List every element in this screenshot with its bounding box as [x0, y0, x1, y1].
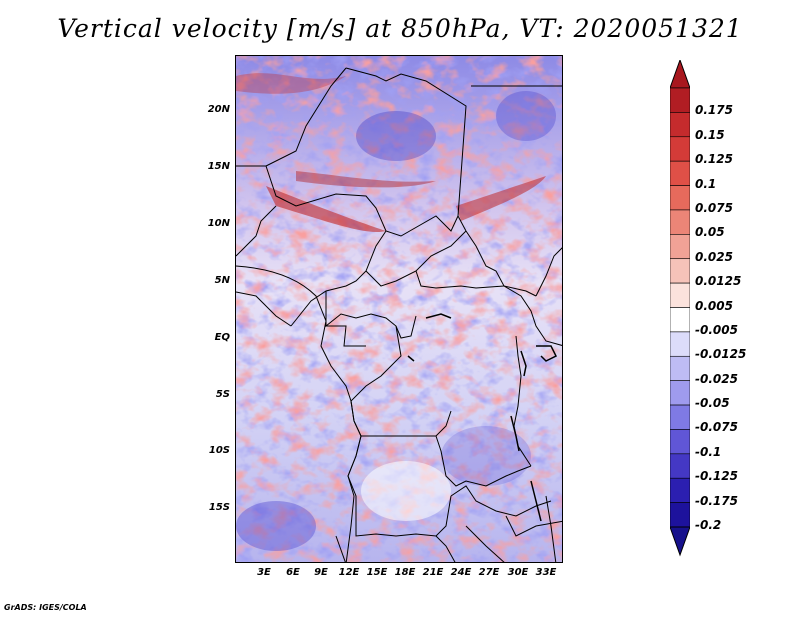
- lon-label: 3E: [257, 567, 271, 578]
- colorbar-box: [670, 87, 690, 113]
- lat-label: 15N: [207, 161, 230, 172]
- lon-label: 24E: [450, 567, 472, 578]
- ascent-band: [296, 171, 436, 188]
- descent-patch: [441, 426, 531, 486]
- colorbar-label: 0.005: [695, 298, 733, 313]
- lat-label: 15S: [208, 502, 230, 513]
- lat-label: 5N: [214, 275, 230, 286]
- colorbar-label: -0.2: [695, 518, 722, 532]
- lat-label: EQ: [214, 332, 230, 343]
- coastline: [236, 265, 362, 562]
- map-svg: [236, 56, 562, 562]
- ascent-band: [456, 176, 546, 221]
- country-borders: [236, 67, 562, 562]
- colorbar-box: [670, 234, 690, 260]
- colorbar-box: [670, 380, 690, 406]
- colorbar-box: [670, 282, 690, 308]
- colorbar-boxes: [670, 87, 690, 528]
- colorbar-label: -0.1: [695, 444, 722, 459]
- lon-label: 6E: [286, 567, 300, 578]
- colorbar-box: [670, 160, 690, 186]
- colorbar-box: [670, 136, 690, 162]
- colorbar-label: -0.005: [695, 322, 738, 337]
- colorbar-label: 0.1: [695, 176, 717, 191]
- lon-label: 30E: [507, 567, 529, 578]
- lon-label: 21E: [422, 567, 444, 578]
- lon-label: 12E: [338, 567, 360, 578]
- colorbar-label: 0.075: [695, 200, 733, 215]
- descent-patch: [496, 91, 556, 141]
- lon-label: 33E: [535, 567, 557, 578]
- colorbar: [670, 60, 690, 557]
- colorbar-label: -0.075: [695, 420, 738, 435]
- grads-credit: GrADS: IGES/COLA: [4, 603, 87, 612]
- map-title: Vertical velocity [m/s] at 850hPa, VT: 2…: [57, 14, 743, 43]
- colorbar-box: [670, 429, 690, 455]
- ascent-band: [236, 73, 346, 94]
- colorbar-box: [670, 404, 690, 430]
- colorbar-label: 0.025: [695, 249, 733, 264]
- lat-label: 10S: [208, 445, 230, 456]
- colorbar-box: [670, 355, 690, 381]
- lon-label: 15E: [366, 567, 388, 578]
- lon-label: 27E: [478, 567, 500, 578]
- colorbar-bottom-arrow: [670, 526, 690, 557]
- lon-label: 9E: [314, 567, 328, 578]
- colorbar-box: [670, 307, 690, 333]
- lat-label: 5S: [215, 389, 230, 400]
- colorbar-box: [670, 453, 690, 479]
- descent-patch: [356, 111, 436, 161]
- colorbar-label: -0.05: [695, 396, 730, 411]
- descent-patch: [236, 501, 316, 551]
- vertical-velocity-map: [235, 55, 563, 563]
- colorbar-top-arrow: [670, 60, 690, 89]
- colorbar-box: [670, 112, 690, 138]
- colorbar-box: [670, 502, 690, 528]
- lat-label: 10N: [207, 218, 230, 229]
- colorbar-label: 0.125: [695, 152, 733, 167]
- colorbar-label: 0.15: [695, 127, 725, 142]
- colorbar-box: [670, 331, 690, 357]
- neutral-patch: [361, 461, 451, 521]
- lat-label: 20N: [207, 104, 230, 115]
- colorbar-box: [670, 477, 690, 503]
- colorbar-box: [670, 209, 690, 235]
- colorbar-box: [670, 185, 690, 211]
- colorbar-label: -0.025: [695, 371, 738, 386]
- colorbar-label: 0.05: [695, 225, 725, 240]
- colorbar-label: -0.175: [695, 493, 738, 508]
- lakes: [407, 313, 558, 522]
- colorbar-label: 0.175: [695, 103, 733, 118]
- colorbar-label: -0.125: [695, 469, 738, 484]
- colorbar-label: -0.0125: [695, 347, 747, 362]
- colorbar-box: [670, 258, 690, 284]
- ascent-band: [266, 186, 386, 232]
- lon-label: 18E: [394, 567, 416, 578]
- colorbar-label: 0.0125: [695, 274, 742, 289]
